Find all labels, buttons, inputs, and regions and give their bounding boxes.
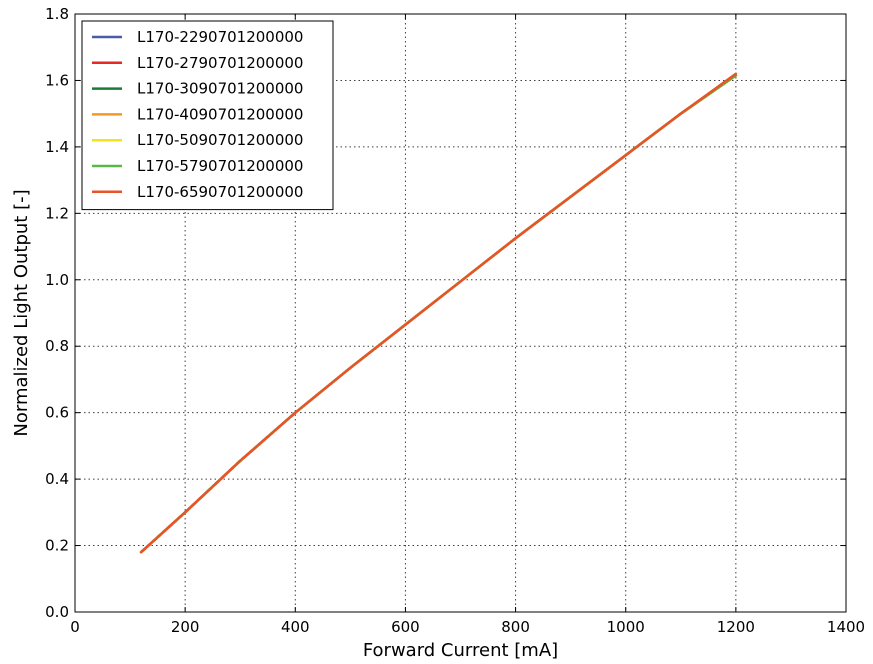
legend-label-6: L170-5790701200000 — [137, 157, 303, 175]
legend-label-1: L170-2290701200000 — [137, 28, 303, 46]
x-tick-label: 200 — [171, 618, 200, 636]
y-tick-label: 0.0 — [45, 603, 69, 621]
y-axis-title: Normalized Light Output [-] — [11, 189, 32, 436]
y-tick-label: 1.2 — [45, 204, 69, 222]
y-tick-label: 1.0 — [45, 271, 69, 289]
y-tick-label: 1.4 — [45, 138, 69, 156]
x-tick-label: 800 — [501, 618, 530, 636]
series-line-7 — [139, 72, 738, 554]
legend: L170-2290701200000 L170-2790701200000 L170… — [81, 20, 334, 211]
x-tick-label: 1200 — [717, 618, 755, 636]
y-tick-label: 1.6 — [45, 71, 69, 89]
y-tick-label: 0.6 — [45, 404, 69, 422]
y-tick-label: 0.2 — [45, 537, 69, 555]
x-axis-title: Forward Current [mA] — [363, 640, 558, 661]
x-tick-label: 400 — [281, 618, 310, 636]
x-tick-label: 0 — [70, 618, 80, 636]
series-lines — [139, 72, 738, 554]
legend-label-4: L170-4090701200000 — [137, 105, 303, 123]
legend-label-2: L170-2790701200000 — [137, 54, 303, 72]
y-tick-label: 1.8 — [45, 5, 69, 23]
legend-label-3: L170-3090701200000 — [137, 80, 303, 98]
legend-label-7: L170-6590701200000 — [137, 183, 303, 201]
x-tick-label: 1400 — [827, 618, 865, 636]
x-tick-labels: 0 200 400 600 800 1000 1200 1400 — [70, 618, 865, 636]
y-tick-label: 0.8 — [45, 337, 69, 355]
legend-label-5: L170-5090701200000 — [137, 131, 303, 149]
y-tick-label: 0.4 — [45, 470, 69, 488]
plot-frame — [74, 13, 847, 613]
y-tick-labels: 0.0 0.2 0.4 0.6 0.8 1.0 1.2 1.4 1.6 1.8 — [45, 5, 69, 621]
tick-marks — [74, 13, 847, 613]
legend-box — [81, 20, 334, 211]
x-tick-label: 600 — [391, 618, 420, 636]
x-tick-label: 1000 — [607, 618, 645, 636]
